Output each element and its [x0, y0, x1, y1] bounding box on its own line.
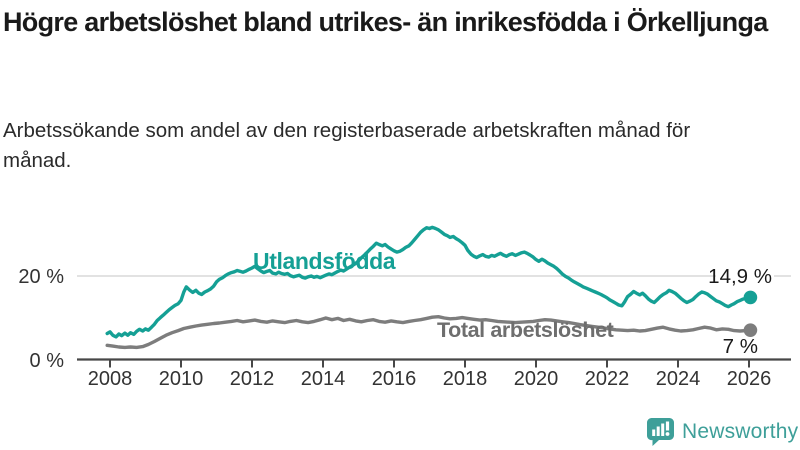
x-tick-label: 2014	[301, 368, 346, 390]
series-label-0: Utlandsfödda	[253, 248, 396, 274]
end-dot-1	[743, 323, 758, 337]
x-tick-label: 2018	[443, 368, 488, 390]
y-tick-label: 20 %	[18, 266, 64, 288]
speech-bubble-shape	[646, 418, 674, 446]
x-tick-label: 2026	[727, 368, 772, 390]
brand-wordmark: Newsworthy	[682, 420, 799, 443]
chart-title: Högre arbetslöshet bland utrikes- än inr…	[3, 7, 768, 37]
x-tick-label: 2024	[656, 368, 701, 390]
logo-bar-3	[661, 423, 665, 436]
x-tick-label: 2016	[372, 368, 417, 390]
y-tick-label: 0 %	[30, 350, 65, 372]
series-line-0	[105, 225, 753, 339]
x-tick-label: 2020	[514, 368, 559, 390]
logo-bar-2	[656, 426, 660, 436]
end-value-label-0: 14,9 %	[708, 265, 772, 288]
x-tick-label: 2008	[88, 368, 133, 390]
newsworthy-logo: Newsworthy	[646, 416, 798, 448]
logo-exclamation-bar	[665, 421, 670, 431]
x-tick-label: 2012	[230, 368, 275, 390]
end-dot-0	[743, 290, 758, 305]
bar-chart-speech-bubble-icon	[646, 418, 674, 446]
chart-subtitle: Arbetssökande som andel av den registerb…	[3, 119, 691, 172]
x-tick-label: 2022	[585, 368, 630, 390]
end-value-label-1: 7 %	[723, 335, 758, 358]
series-label-1: Total arbetslöshet	[437, 318, 614, 342]
logo-exclamation-dot	[665, 432, 670, 436]
logo-bar-1	[652, 429, 656, 436]
x-tick-label: 2010	[159, 368, 204, 390]
series-line-1	[105, 315, 753, 350]
